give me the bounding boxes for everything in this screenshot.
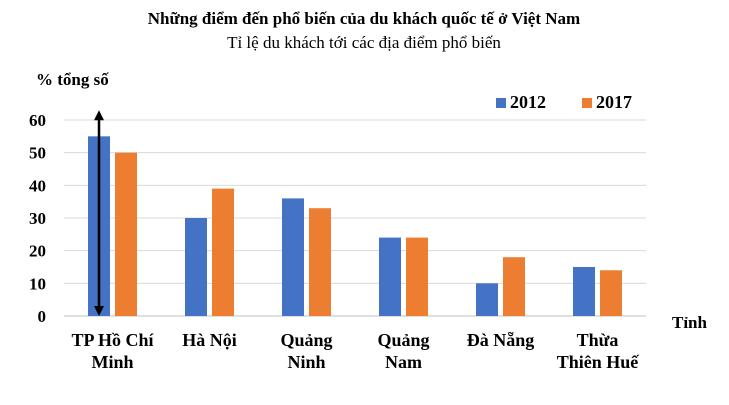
category-label: TP Hồ Chí (71, 330, 154, 350)
bars (88, 136, 622, 316)
x-axis-label: Tỉnh (672, 313, 708, 332)
bar-2017-5 (600, 270, 622, 316)
category-label: Thiên Huế (557, 352, 640, 372)
bar-2012-2 (282, 198, 304, 316)
arrow-head-up (94, 110, 104, 121)
bar-2017-4 (503, 257, 525, 316)
legend: 2012 2017 (496, 92, 632, 112)
bar-2012-4 (476, 283, 498, 316)
y-tick-label: 10 (29, 274, 46, 293)
bar-2012-3 (379, 237, 401, 316)
annotation-arrow (94, 110, 104, 316)
legend-swatch-2012 (496, 98, 506, 108)
gridlines (64, 119, 646, 317)
y-tick-label: 40 (29, 176, 46, 195)
chart-subtitle: Tỉ lệ du khách tới các địa điểm phổ biến (227, 33, 501, 52)
legend-label: 2012 (510, 92, 546, 112)
y-tick-label: 30 (29, 209, 46, 228)
category-label: Đà Nẵng (467, 330, 535, 350)
arrow-head-down (94, 306, 104, 316)
bar-2017-2 (309, 208, 331, 316)
bar-2012-1 (185, 218, 207, 316)
bar-2017-1 (212, 188, 234, 316)
legend-swatch-2017 (582, 98, 592, 108)
y-axis-label: % tổng số (36, 70, 109, 89)
category-label: Ninh (287, 352, 325, 372)
y-tick-label: 60 (29, 111, 46, 130)
chart-title: Những điểm đến phổ biến của du khách quố… (148, 9, 580, 28)
category-label: Hà Nội (182, 330, 237, 350)
category-label: Thừa (577, 330, 619, 350)
category-label: Quảng (280, 330, 332, 350)
legend-label: 2017 (596, 92, 632, 112)
y-tick-labels: 0 10 20 30 40 50 60 (29, 111, 46, 326)
bar-2012-5 (573, 267, 595, 316)
category-label: Nam (385, 352, 422, 372)
y-tick-label: 50 (29, 144, 46, 163)
category-label: Minh (91, 352, 133, 372)
y-tick-label: 0 (38, 307, 47, 326)
y-tick-label: 20 (29, 242, 46, 261)
bar-2017-0 (115, 152, 137, 316)
bar-2017-3 (406, 237, 428, 316)
category-label: Quảng (377, 330, 429, 350)
